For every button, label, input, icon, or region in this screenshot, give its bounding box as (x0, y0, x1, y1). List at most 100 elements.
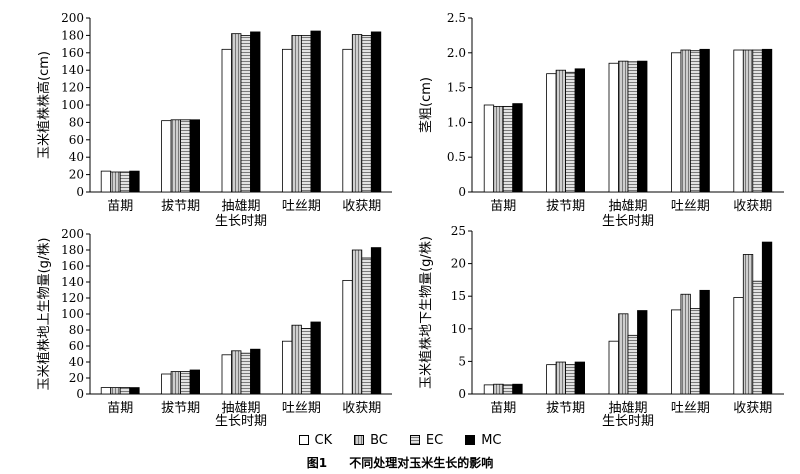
y-tick-label: 10 (451, 322, 466, 336)
bar-ec (502, 384, 514, 395)
y-tick-label: 160 (61, 259, 84, 273)
y-tick-label: 60 (69, 133, 84, 147)
bar-mc (761, 48, 773, 193)
x-tick-label: 抽雄期 (221, 401, 260, 416)
y-tick-label: 2.5 (447, 11, 466, 25)
y-tick-label: 20 (451, 257, 466, 271)
bar-bc (680, 293, 691, 395)
legend-item-ck: CK (298, 432, 333, 448)
x-tick-label: 抽雄期 (608, 199, 647, 214)
y-tick-label: 0 (458, 387, 466, 401)
chart-panel-plant-height: 0 20 40 60 80 100 120 140 160 180 200 玉米植株株高(cm) 苗期 拔… (36, 11, 392, 229)
bar-bc (291, 324, 302, 395)
bar-ck (221, 48, 232, 193)
y-tick-label: 0 (76, 185, 84, 199)
bar-bc (110, 387, 121, 395)
bar-mc (189, 369, 201, 395)
legend-label-bc: BC (370, 432, 388, 448)
x-tick-label: 苗期 (107, 401, 133, 416)
bar-bc (291, 35, 302, 193)
bar-bc (618, 313, 629, 395)
bar-mc (761, 241, 773, 395)
legend-swatch-ec (409, 435, 420, 445)
bar-bc (555, 361, 566, 395)
bar-mc (699, 289, 710, 395)
bar-bc (110, 171, 121, 193)
y-tick-label: 160 (61, 46, 84, 60)
bar-mc (310, 30, 321, 193)
x-tick-label: 苗期 (107, 199, 133, 214)
bar-ck (100, 170, 112, 193)
bar-mc (637, 310, 648, 395)
bar-mc (250, 348, 261, 395)
bar-ec (361, 257, 372, 395)
y-tick-label: 0 (76, 387, 84, 401)
bar-ec (565, 364, 576, 395)
x-tick-label: 吐丝期 (282, 199, 321, 214)
y-tick-label: 80 (69, 115, 84, 129)
bar-ec (119, 171, 131, 193)
bar-ec (627, 61, 638, 193)
y-tick-label: 40 (69, 355, 84, 369)
y-axis-title: 玉米植株株高(cm) (36, 51, 52, 159)
bar-mc (574, 361, 585, 395)
y-tick-label: 120 (61, 81, 84, 95)
y-tick-label: 20 (69, 371, 84, 385)
x-tick-label: 吐丝期 (282, 401, 321, 416)
bar-ec (240, 352, 251, 395)
y-axis-title: 玉米植株地上生物量(g/株) (37, 238, 52, 391)
legend-label-ec: EC (425, 432, 444, 448)
x-axis-title: 生长时期 (602, 214, 654, 229)
bar-ec (690, 308, 701, 395)
bar-bc (680, 49, 691, 193)
legend-item-mc: MC (465, 433, 501, 448)
bar-mc (129, 387, 140, 395)
figure-caption: 图1 不同处理对玉米生长的影响 (0, 454, 800, 471)
y-tick-label: 200 (61, 11, 84, 25)
bar-ec (627, 334, 638, 395)
y-tick-label: 1.5 (447, 81, 466, 95)
bar-bc (231, 33, 242, 193)
bar-ck (221, 354, 232, 395)
bar-ec (752, 49, 763, 193)
bar-ck (483, 104, 495, 193)
y-tick-label: 60 (69, 339, 84, 353)
figure-canvas: 020406080100120140160180200玉米植株株高(cm)苗期拔… (36, 11, 784, 429)
bar-ec (180, 371, 191, 395)
x-tick-label: 收获期 (342, 199, 381, 214)
bar-bc (555, 69, 566, 193)
bar-mc (370, 31, 382, 193)
bar-ec (119, 387, 131, 395)
legend: CK BC EC MC (0, 431, 800, 449)
bar-mc (189, 119, 201, 193)
x-axis-title: 生长时期 (602, 414, 654, 429)
y-tick-label: 1.0 (447, 115, 466, 129)
bar-bc (351, 249, 363, 395)
bar-mc (370, 247, 382, 395)
y-axis-title: 玉米植株地下生物量(g/株) (419, 236, 434, 389)
bar-mc (512, 383, 523, 395)
bar-ck (546, 73, 557, 193)
bar-bc (493, 383, 504, 395)
bar-mc (637, 60, 648, 193)
y-axis-title: 茎粗(cm) (419, 77, 434, 133)
bar-ck (671, 309, 682, 395)
bar-ck (342, 48, 353, 193)
legend-swatch-ck (298, 435, 309, 445)
bar-ck (342, 279, 353, 395)
bar-ck (608, 340, 619, 395)
bar-ec (240, 35, 251, 193)
chart-panel-belowground-biomass: 0 5 10 15 20 25 玉米植株地下生物量(g/株) 苗期 拔节期 抽雄期 吐丝期 收获期生长… (419, 224, 784, 429)
y-tick-label: 180 (61, 243, 84, 257)
bar-ck (733, 297, 744, 395)
x-tick-label: 吐丝期 (671, 401, 710, 416)
y-tick-label: 0.5 (447, 150, 466, 164)
bar-ec (752, 280, 763, 395)
bar-ck (281, 340, 293, 395)
legend-item-bc: BC (354, 433, 388, 448)
legend-label-ck: CK (314, 432, 333, 448)
y-tick-label: 15 (451, 289, 466, 303)
y-tick-label: 180 (61, 28, 84, 42)
bar-ck (733, 49, 744, 193)
